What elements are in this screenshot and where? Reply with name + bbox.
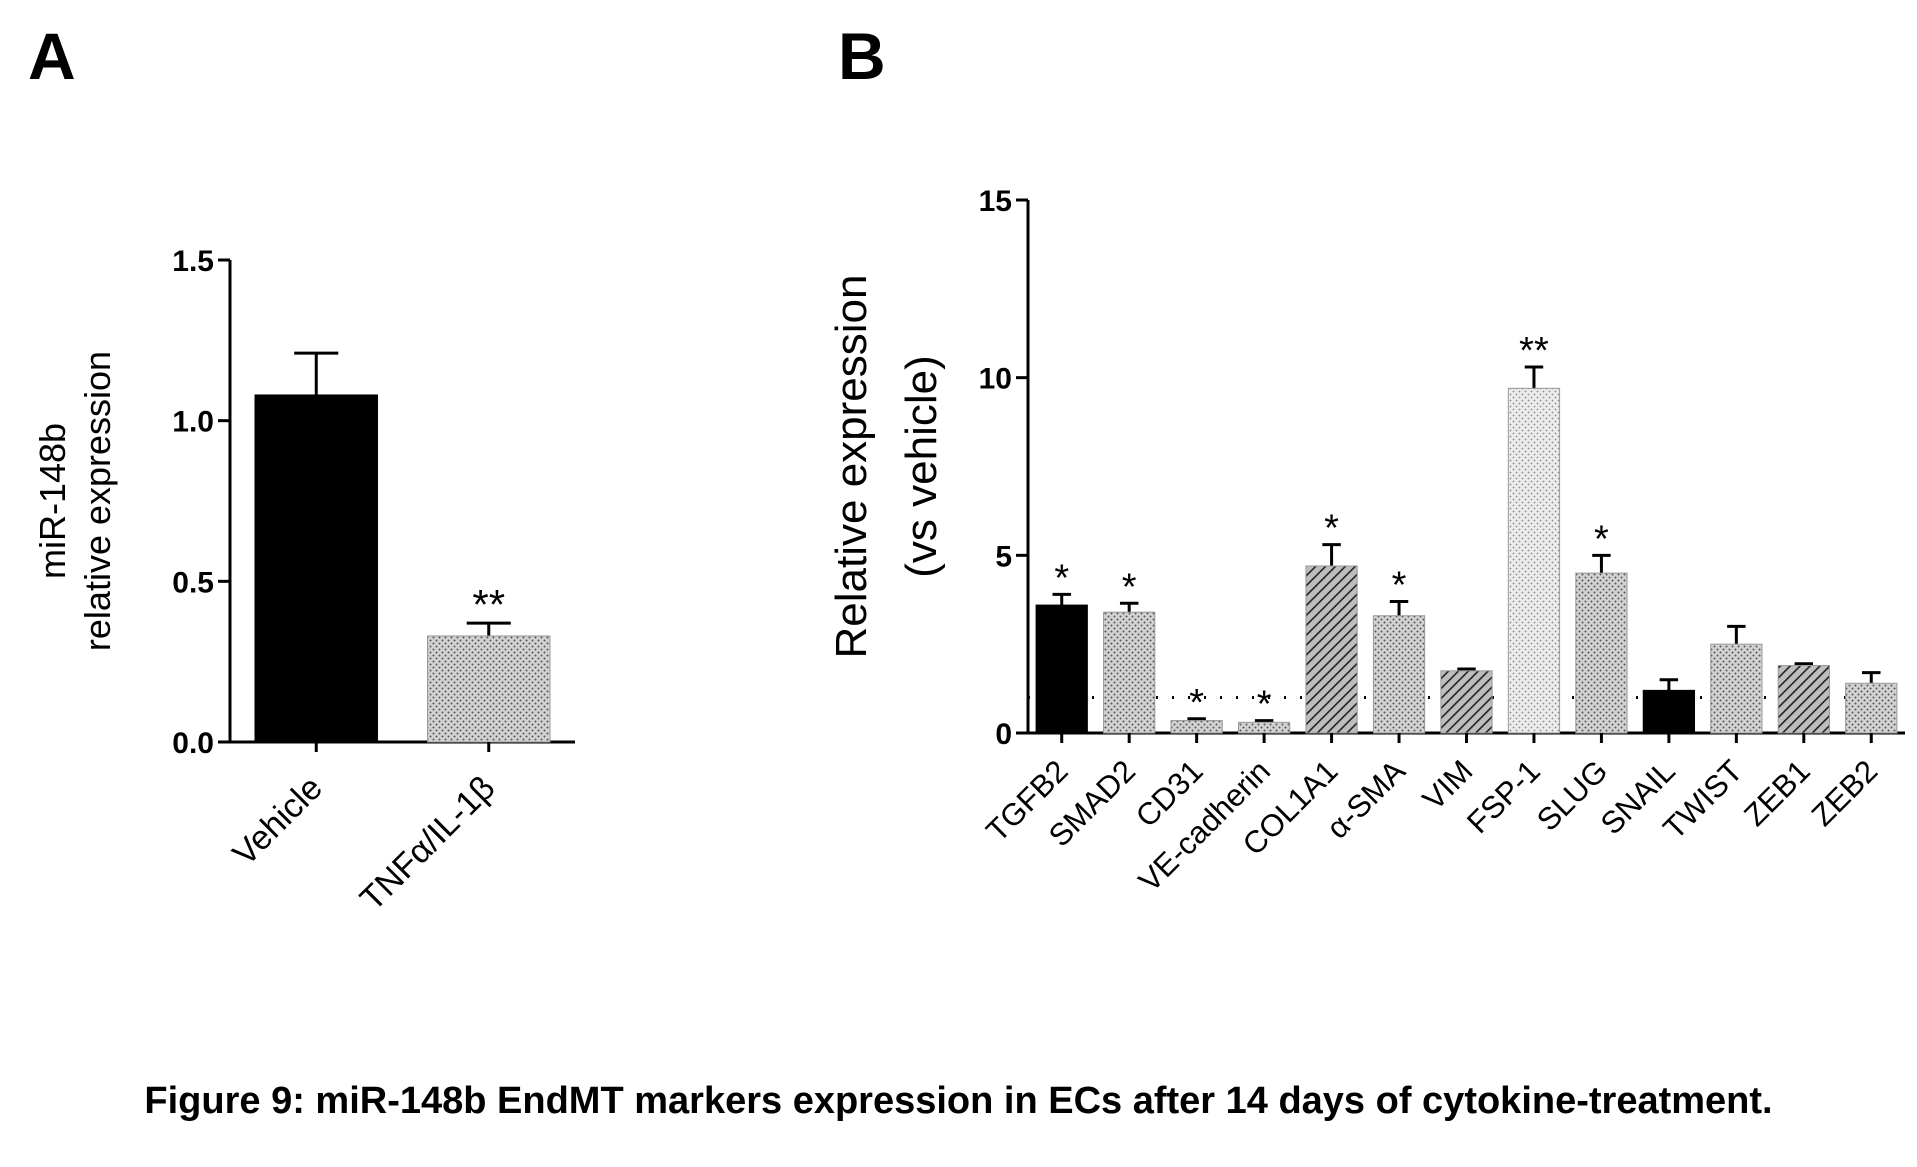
y-axis-label: relative expression (77, 351, 118, 651)
y-tick-label: 15 (979, 185, 1012, 218)
bar-a-0 (255, 395, 377, 742)
significance-label: * (1189, 682, 1204, 724)
bar-b-12 (1846, 683, 1897, 733)
y-tick-label: 1.5 (172, 245, 214, 278)
figure-caption: Figure 9: miR-148b EndMT markers express… (0, 1080, 1917, 1123)
significance-label: * (1257, 684, 1272, 726)
category-label: FSP-1 (1460, 753, 1547, 840)
y-tick-label: 0.5 (172, 566, 214, 599)
bar-b-9 (1643, 690, 1694, 733)
bar-b-8 (1576, 573, 1627, 733)
y-tick-label: 0.0 (172, 727, 214, 760)
bar-b-1 (1104, 612, 1155, 733)
bar-b-5 (1373, 616, 1424, 733)
bar-b-0 (1036, 605, 1087, 733)
bar-b-4 (1306, 566, 1357, 733)
bar-b-11 (1778, 665, 1829, 733)
category-label: ZEB1 (1737, 753, 1817, 833)
bar-b-10 (1711, 644, 1762, 733)
category-label: α-SMA (1320, 753, 1412, 845)
bar-b-6 (1441, 671, 1492, 733)
significance-label: * (1392, 565, 1407, 607)
y-axis-label: Relative expression (827, 275, 876, 659)
category-label: TNFα/IL-1β (353, 769, 502, 918)
significance-label: * (1054, 557, 1069, 599)
y-tick-label: 1.0 (172, 406, 214, 439)
significance-label: * (1324, 508, 1339, 550)
bar-b-7 (1508, 388, 1559, 733)
category-label: Vehicle (226, 769, 330, 873)
category-label: ZEB2 (1805, 753, 1885, 833)
y-tick-label: 0 (995, 718, 1012, 751)
chart-b: 051015Relative expression(vs vehicle)*TG… (827, 185, 1905, 899)
y-tick-label: 10 (979, 363, 1012, 396)
y-tick-label: 5 (995, 540, 1012, 573)
significance-label: ** (472, 581, 505, 628)
significance-label: * (1594, 518, 1609, 560)
y-axis-label: miR-148b (32, 423, 73, 579)
figure-canvas: 0.0 0.5 1.0 1.5 miR-148brelative expression V… (0, 0, 1917, 1060)
chart-a: 0.0 0.5 1.0 1.5 miR-148brelative expression V… (32, 245, 575, 918)
bar-a-1 (428, 636, 550, 742)
significance-label: * (1122, 566, 1137, 608)
y-axis-label: (vs vehicle) (897, 355, 946, 578)
significance-label: ** (1519, 330, 1549, 372)
